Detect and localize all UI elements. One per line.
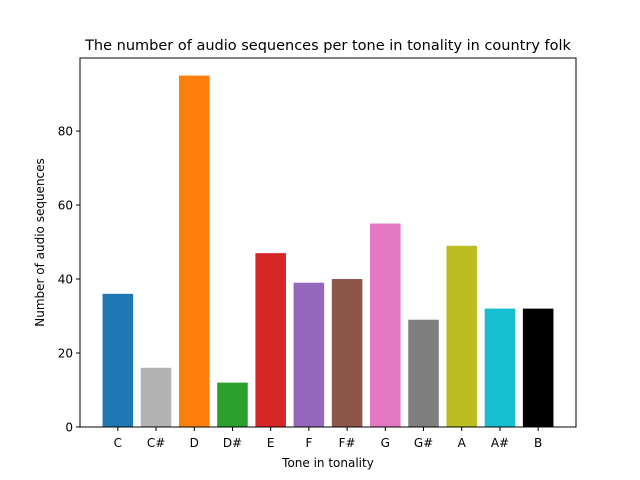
x-axis: C C# D D# E F F# G G# A A# B	[114, 427, 542, 450]
x-tick-label: B	[534, 436, 542, 450]
x-tick-label: A#	[491, 436, 509, 450]
bar-c-sharp	[140, 367, 172, 427]
y-tick-label: 0	[65, 421, 73, 435]
y-axis: 0 20 40 60 80	[58, 125, 80, 435]
x-tick-label: F	[305, 436, 312, 450]
y-axis-label: Number of audio sequences	[33, 158, 47, 327]
bar-g	[370, 223, 401, 427]
bar-a	[446, 245, 478, 427]
x-tick-label: F#	[339, 436, 356, 450]
plot-frame	[79, 57, 577, 428]
y-tick-label: 40	[58, 273, 73, 287]
bar-e	[255, 253, 286, 427]
x-tick-label: G	[381, 436, 390, 450]
x-tick-label: A	[458, 436, 467, 450]
bar-d	[178, 75, 210, 428]
chart-title: The number of audio sequences per tone i…	[84, 38, 571, 54]
bar-b	[522, 308, 554, 427]
bars-group	[102, 75, 554, 428]
y-tick-label: 80	[58, 125, 73, 139]
x-tick-label: G#	[414, 436, 433, 450]
bar-f-sharp	[331, 279, 363, 427]
bar-a-sharp	[484, 308, 516, 427]
x-tick-label: C	[114, 436, 122, 450]
y-tick-label: 60	[58, 199, 73, 213]
x-tick-label: D	[190, 436, 199, 450]
bar-d-sharp	[217, 382, 248, 427]
y-tick-label: 20	[58, 347, 73, 361]
bar-c	[102, 293, 134, 427]
x-tick-label: D#	[223, 436, 242, 450]
x-tick-label: E	[267, 436, 275, 450]
x-axis-label: Tone in tonality	[281, 456, 374, 470]
bar-f	[293, 282, 325, 427]
bar-g-sharp	[408, 319, 439, 427]
x-tick-label: C#	[147, 436, 165, 450]
